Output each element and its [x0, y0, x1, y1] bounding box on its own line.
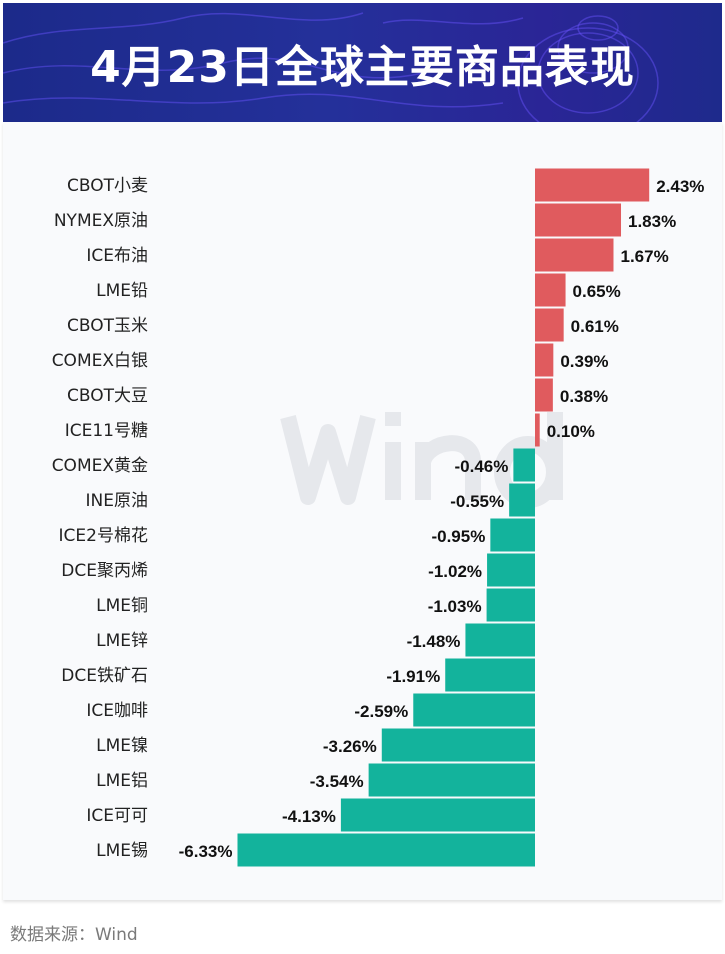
bar: [237, 833, 536, 867]
category-label: LME铜: [96, 596, 148, 616]
data-source: 数据来源：Wind: [10, 925, 138, 945]
bar: [535, 378, 553, 412]
category-label: DCE聚丙烯: [61, 561, 148, 581]
value-label: -0.46%: [455, 457, 509, 476]
value-label: 0.38%: [560, 387, 608, 406]
value-label: 1.67%: [620, 247, 668, 266]
value-label: -3.54%: [310, 772, 364, 791]
category-label: LME锌: [96, 631, 148, 651]
bar: [535, 413, 540, 447]
bar: [535, 238, 614, 272]
category-label: CBOT玉米: [67, 316, 148, 336]
value-label: 2.43%: [656, 177, 704, 196]
value-label: -0.95%: [431, 527, 485, 546]
bar: [513, 448, 535, 482]
bar-chart: CBOT小麦 2.43% NYMEX原油 1.83% ICE布油 1.67% LME铅 0.6…: [52, 168, 704, 867]
value-label: -1.02%: [428, 562, 482, 581]
value-label: -3.26%: [323, 737, 377, 756]
category-label: ICE布油: [86, 246, 148, 266]
category-label: LME锡: [96, 841, 148, 861]
value-label: 0.10%: [547, 422, 595, 441]
value-label: -6.33%: [179, 842, 233, 861]
header-banner: 4月23日全球主要商品表现: [3, 3, 722, 122]
category-label: LME铝: [96, 771, 148, 791]
value-label: 0.65%: [573, 282, 621, 301]
category-label: DCE铁矿石: [61, 666, 148, 686]
value-label: 0.39%: [560, 352, 608, 371]
bar: [535, 308, 564, 342]
bar: [340, 798, 535, 832]
bar: [509, 483, 535, 517]
bar: [490, 518, 535, 552]
value-label: -1.91%: [386, 667, 440, 686]
value-label: -0.55%: [450, 492, 504, 511]
bar: [381, 728, 535, 762]
wind-watermark: [280, 412, 563, 508]
bar: [535, 168, 650, 202]
category-label: NYMEX原油: [54, 211, 148, 231]
category-label: LME铅: [96, 281, 148, 301]
category-label: CBOT大豆: [67, 386, 148, 406]
value-label: 0.61%: [571, 317, 619, 336]
bar: [445, 658, 535, 692]
chart-panel: CBOT小麦 2.43% NYMEX原油 1.83% ICE布油 1.67% LME铅 0.6…: [3, 122, 722, 900]
bar: [465, 623, 535, 657]
value-label: -1.03%: [428, 597, 482, 616]
category-label: COMEX白银: [52, 351, 148, 371]
category-label: LME镍: [96, 736, 148, 756]
bar: [535, 203, 622, 237]
category-label: ICE11号糖: [65, 421, 148, 441]
category-label: CBOT小麦: [67, 176, 148, 196]
category-label: ICE咖啡: [86, 701, 148, 721]
bar: [413, 693, 535, 727]
bar: [487, 553, 535, 587]
bar: [535, 273, 566, 307]
chart-title: 4月23日全球主要商品表现: [90, 42, 635, 93]
category-label: ICE2号棉花: [59, 526, 148, 546]
bar: [486, 588, 535, 622]
value-label: -1.48%: [407, 632, 461, 651]
category-label: ICE可可: [86, 806, 148, 826]
category-label: COMEX黄金: [52, 456, 148, 476]
category-label: INE原油: [86, 491, 148, 511]
bar: [535, 343, 554, 377]
value-label: -2.59%: [354, 702, 408, 721]
bar: [368, 763, 535, 797]
value-label: -4.13%: [282, 807, 336, 826]
contour-background: [3, 12, 659, 122]
value-label: 1.83%: [628, 212, 676, 231]
